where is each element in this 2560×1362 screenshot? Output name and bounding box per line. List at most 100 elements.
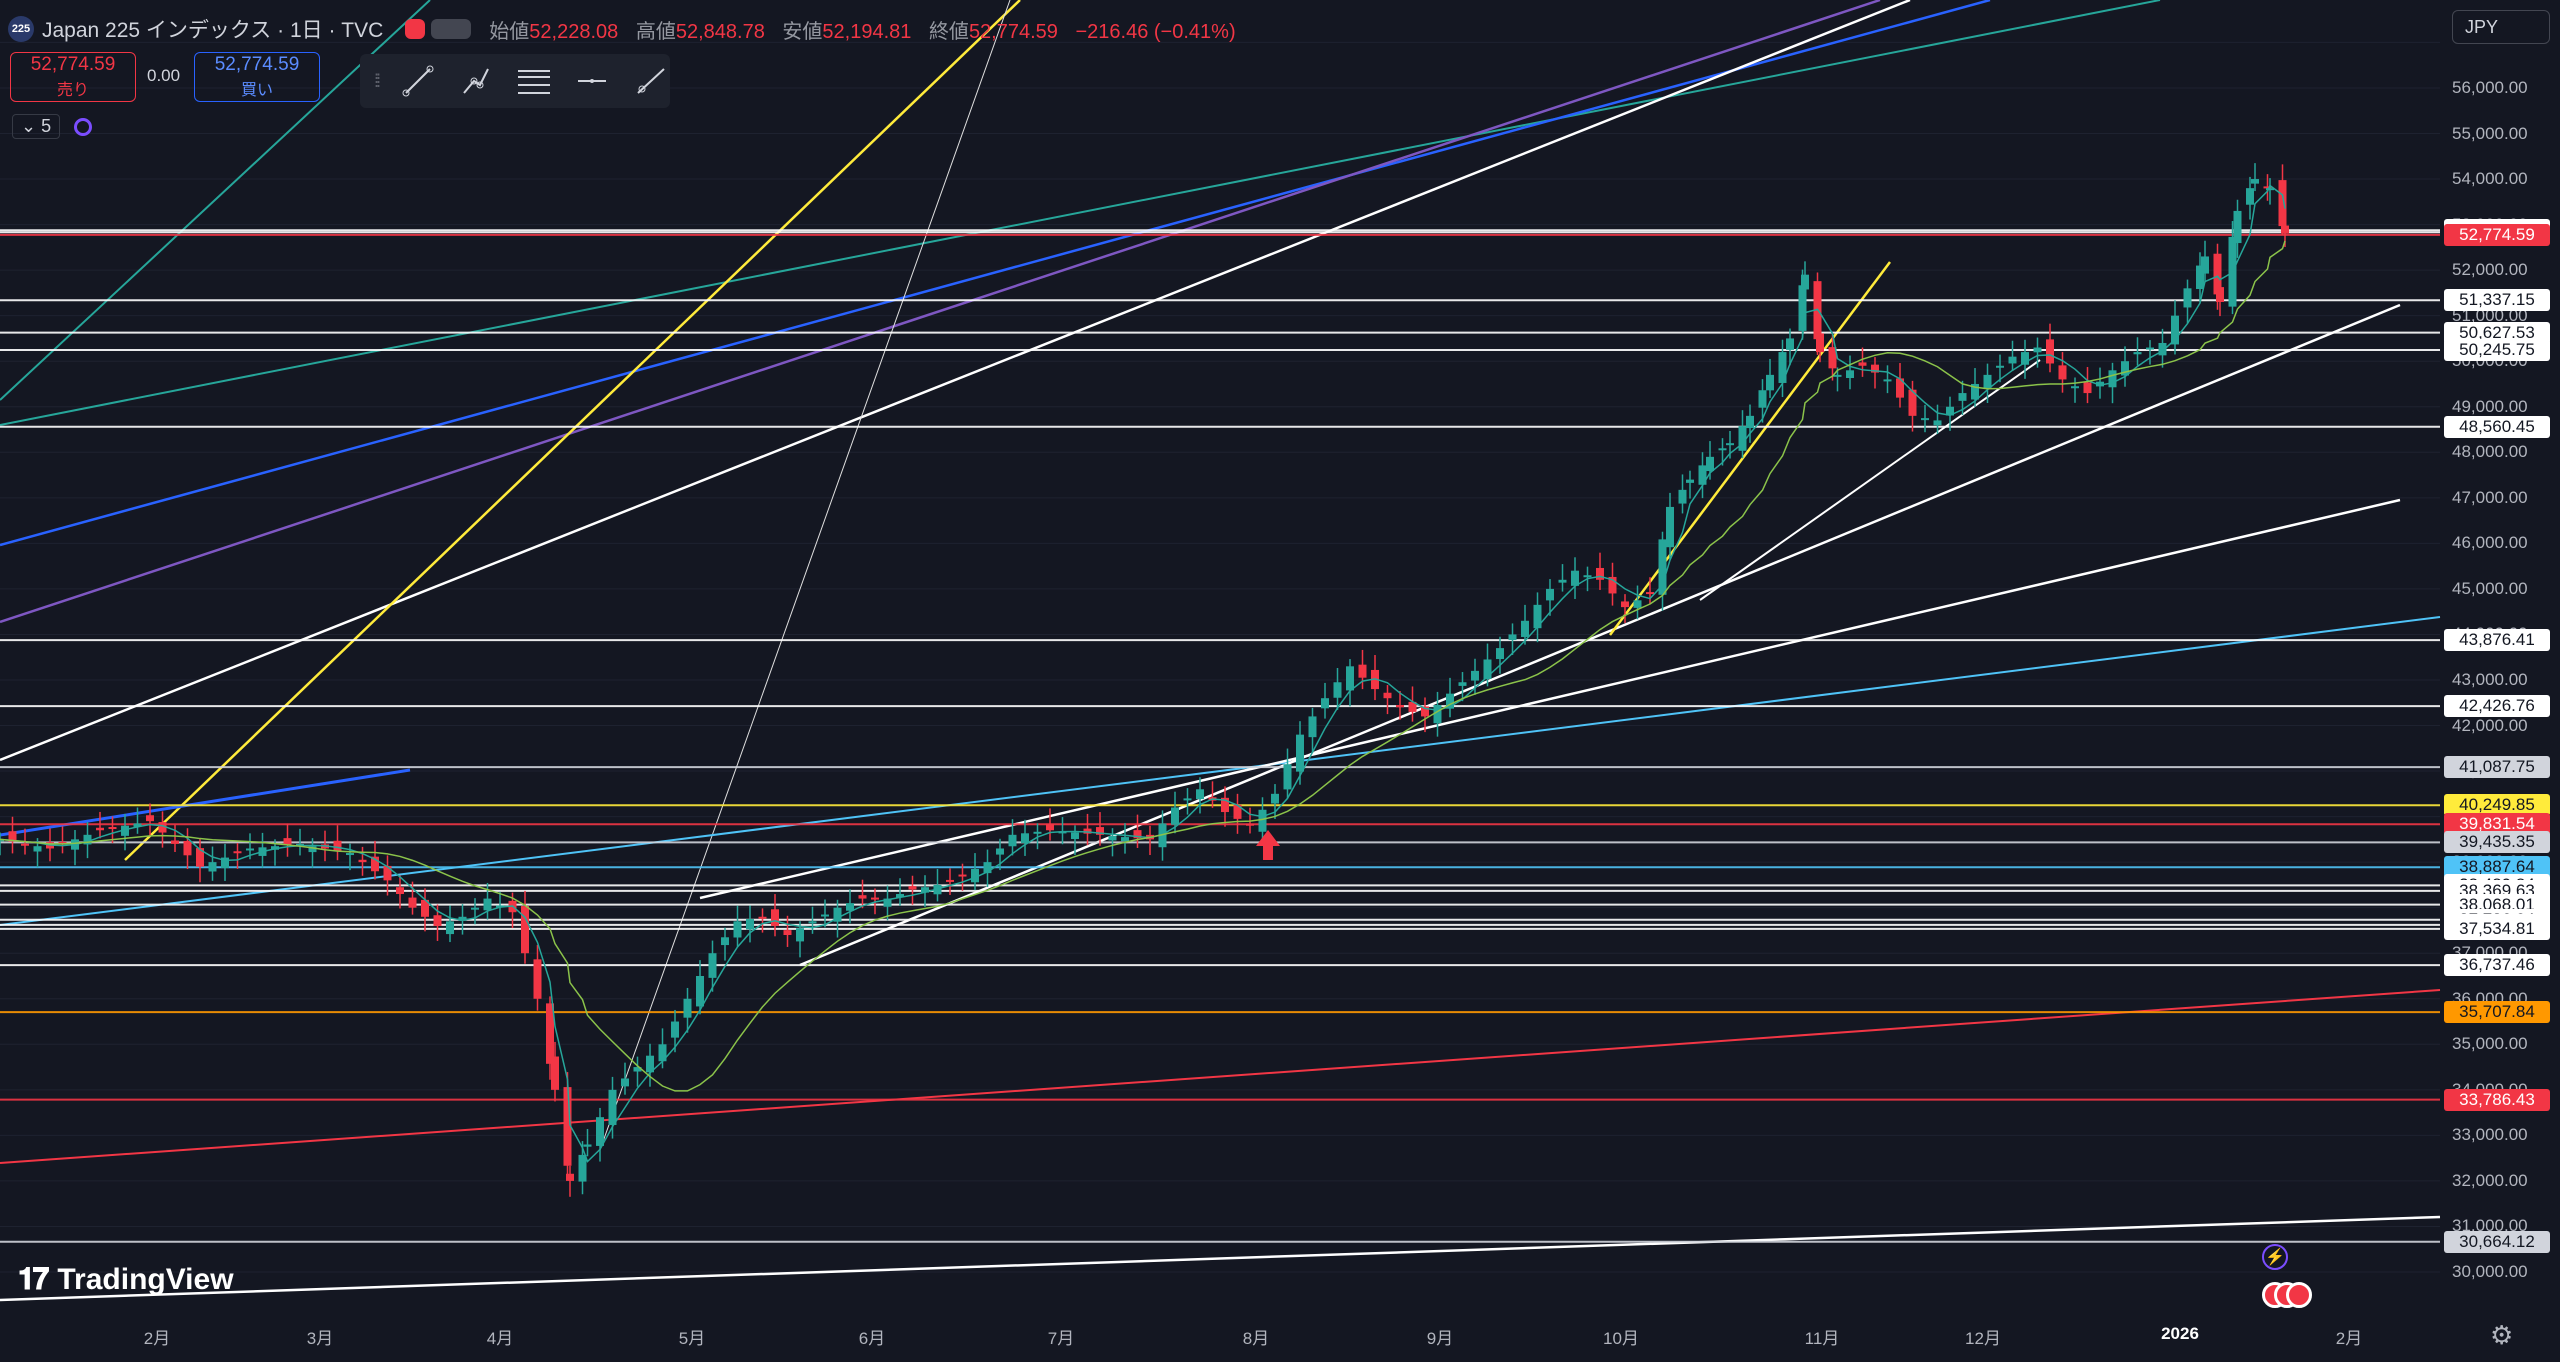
candle-body	[2108, 370, 2117, 388]
candle-body	[983, 862, 992, 874]
candle-body	[21, 843, 29, 846]
candle-body	[108, 827, 117, 830]
price-tick-label: 42,000.00	[2452, 715, 2528, 735]
time-tick-label: 2026	[2161, 1324, 2199, 1343]
candle-body	[1958, 393, 1967, 401]
candle-body	[96, 827, 104, 831]
price-tick-label: 55,000.00	[2452, 123, 2528, 143]
candle-body	[2278, 180, 2287, 227]
candle-body	[1521, 620, 1529, 637]
replay-icon[interactable]	[2262, 1282, 2312, 1308]
candle-body	[246, 848, 254, 851]
candle-body	[383, 865, 392, 881]
currency-selector[interactable]: JPY	[2452, 10, 2550, 44]
candle-body	[2171, 315, 2179, 345]
price-tick-label: 56,000.00	[2452, 77, 2528, 97]
trend-line	[0, 0, 1911, 762]
candle-body	[908, 886, 917, 890]
trend-line	[1699, 359, 2041, 601]
candle-body	[2196, 265, 2204, 290]
ray-icon[interactable]	[632, 63, 668, 99]
candle-body	[0, 839, 4, 842]
candle-body	[1246, 823, 1254, 826]
candle-body	[683, 998, 692, 1018]
candle-body	[2183, 288, 2192, 308]
horizontal-line-icon[interactable]	[574, 63, 610, 99]
visibility-toggle-icon[interactable]	[431, 19, 472, 39]
moving-average-line	[0, 184, 2286, 1163]
candle-body	[158, 822, 167, 833]
candle-body	[1233, 804, 1242, 819]
candle-body	[1258, 809, 1267, 832]
price-label: 33,786.43	[2444, 1088, 2550, 1111]
candle-body	[483, 898, 492, 911]
trend-line-icon[interactable]	[400, 63, 436, 99]
candle-body	[1778, 352, 1787, 383]
buy-button[interactable]: 52,774.59 買い	[194, 52, 320, 102]
fib-icon[interactable]	[516, 63, 552, 99]
candle-body	[1746, 415, 1754, 429]
candle-body	[596, 1117, 604, 1146]
candle-body	[2096, 381, 2104, 387]
candle-body	[2201, 256, 2209, 274]
candle-body	[1496, 648, 1504, 660]
candle-body	[446, 921, 454, 935]
trend-line	[0, 0, 2161, 426]
candle-body	[1171, 807, 1179, 825]
sell-button[interactable]: 52,774.59 売り	[10, 52, 136, 102]
time-tick-label: 4月	[486, 1329, 514, 1348]
candle-body	[2021, 352, 2029, 365]
candle-body	[2071, 386, 2079, 389]
candle-body	[533, 959, 542, 999]
time-tick-label: 11月	[1804, 1329, 1840, 1348]
symbol-title[interactable]: Japan 225 インデックス · 1日 · TVC	[42, 19, 384, 42]
trend-line	[0, 616, 2441, 926]
candle-body	[471, 907, 479, 910]
candle-body	[821, 914, 829, 917]
candle-body	[1621, 601, 1629, 608]
candle-body	[658, 1044, 667, 1062]
drag-handle-icon[interactable]: ⁞⁞	[374, 70, 381, 91]
candle-body	[1283, 764, 1292, 790]
trend-line	[1609, 261, 1891, 636]
candle-body	[783, 930, 792, 936]
ohlc-readout: 始値52,228.08 高値52,848.78 安値52,194.81 終値52…	[489, 20, 1236, 43]
path-icon[interactable]	[458, 63, 494, 99]
time-tick-label: 3月	[306, 1329, 334, 1348]
candle-body	[721, 937, 729, 946]
price-tick-label: 49,000.00	[2452, 396, 2528, 416]
candle-body	[1666, 506, 1674, 548]
candle-body	[433, 915, 442, 926]
candle-body	[1983, 374, 1992, 389]
candle-body	[1633, 600, 1642, 608]
indicators-collapse-button[interactable]: ⌄ 5	[12, 114, 61, 139]
candle-body	[2046, 339, 2054, 364]
change-value: −216.46 (−0.41%)	[1075, 20, 1236, 43]
price-label: 37,534.81	[2444, 917, 2550, 940]
candle-body	[1196, 789, 1204, 800]
candle-body	[1698, 465, 1707, 485]
candle-body	[1571, 570, 1579, 586]
candle-body	[1971, 383, 1979, 400]
price-tick-label: 54,000.00	[2452, 169, 2528, 189]
candle-body	[996, 848, 1004, 855]
trend-line	[0, 1215, 2441, 1302]
settings-gear-icon[interactable]: ⚙	[2490, 1320, 2514, 1350]
price-label: 50,245.75	[2444, 339, 2550, 361]
arrow-marker-icon	[1256, 830, 1280, 860]
candle-body	[1533, 604, 1542, 629]
candle-body	[646, 1055, 654, 1073]
candle-body	[771, 909, 779, 926]
candle-body	[808, 921, 817, 924]
candle-body	[1738, 426, 1747, 451]
candle-body	[121, 825, 129, 836]
alert-icon[interactable]: ⚡	[2262, 1244, 2288, 1270]
candle-body	[1483, 659, 1492, 680]
candle-body	[1471, 670, 1479, 681]
candle-body	[1846, 370, 1854, 379]
price-label: 51,337.15	[2444, 289, 2550, 312]
tradingview-logo[interactable]: 𝟏𝟕 TradingView	[18, 1263, 234, 1296]
flag-icon[interactable]	[405, 19, 426, 39]
candle-body	[1346, 666, 1354, 691]
